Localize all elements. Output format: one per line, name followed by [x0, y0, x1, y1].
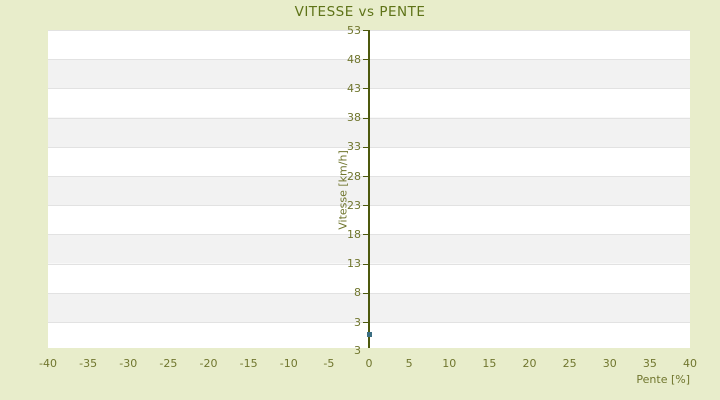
- y-tick-label: 3: [354, 315, 361, 329]
- y-axis-tick-mark: [363, 322, 368, 323]
- x-tick-label: 20: [522, 357, 537, 370]
- x-tick-label: 0: [365, 357, 373, 370]
- y-tick-label: 13: [347, 257, 361, 271]
- y-axis-tick-mark: [363, 146, 368, 148]
- y-tick-label: 53: [347, 23, 361, 37]
- chart-title: VITESSE vs PENTE: [294, 4, 426, 20]
- x-tick-label: -35: [79, 357, 98, 370]
- y-axis-bottom-label: 3: [354, 344, 361, 357]
- y-tick-label: 48: [347, 52, 361, 66]
- x-tick-label: -10: [279, 357, 298, 370]
- x-tick-label: -25: [159, 357, 178, 370]
- y-axis-title: Vitesse [km/h]: [336, 150, 350, 230]
- x-tick-label: 35: [642, 357, 657, 370]
- x-tick-label: -40: [39, 357, 57, 370]
- y-axis-tick-mark: [363, 59, 368, 61]
- y-tick-label: 43: [347, 81, 361, 95]
- x-axis-title: Pente [%]: [636, 373, 690, 386]
- x-tick-label: 30: [602, 357, 617, 370]
- x-tick-label: 25: [562, 357, 577, 370]
- x-tick-label: -5: [323, 357, 335, 370]
- y-axis-tick-mark: [363, 234, 368, 236]
- zero-pente-axis-line: [368, 30, 370, 348]
- x-tick-label: 5: [405, 357, 413, 370]
- y-axis-tick-mark: [363, 117, 368, 119]
- x-tick-label: -30: [119, 357, 138, 370]
- y-tick-label: 23: [347, 198, 361, 212]
- x-tick-label: 40: [683, 357, 697, 370]
- y-axis-tick-mark: [363, 292, 368, 294]
- data-point-marker: [366, 332, 372, 338]
- y-axis-tick-mark: [363, 205, 368, 207]
- y-tick-label: 38: [347, 111, 361, 125]
- x-tick-label: 10: [442, 357, 457, 370]
- x-tick-label: 15: [482, 357, 497, 370]
- y-tick-label: 18: [347, 227, 361, 241]
- y-axis-tick-mark: [363, 176, 368, 177]
- x-tick-label: -20: [199, 357, 218, 370]
- y-axis-tick-mark: [363, 263, 368, 265]
- x-tick-label: -15: [239, 357, 258, 370]
- y-tick-label: 8: [354, 286, 361, 300]
- y-tick-label: 33: [347, 140, 361, 154]
- y-axis-tick-mark: [363, 88, 368, 90]
- y-axis-tick-mark: [363, 30, 368, 31]
- y-tick-label: 28: [347, 169, 361, 183]
- plot-area: [48, 30, 690, 348]
